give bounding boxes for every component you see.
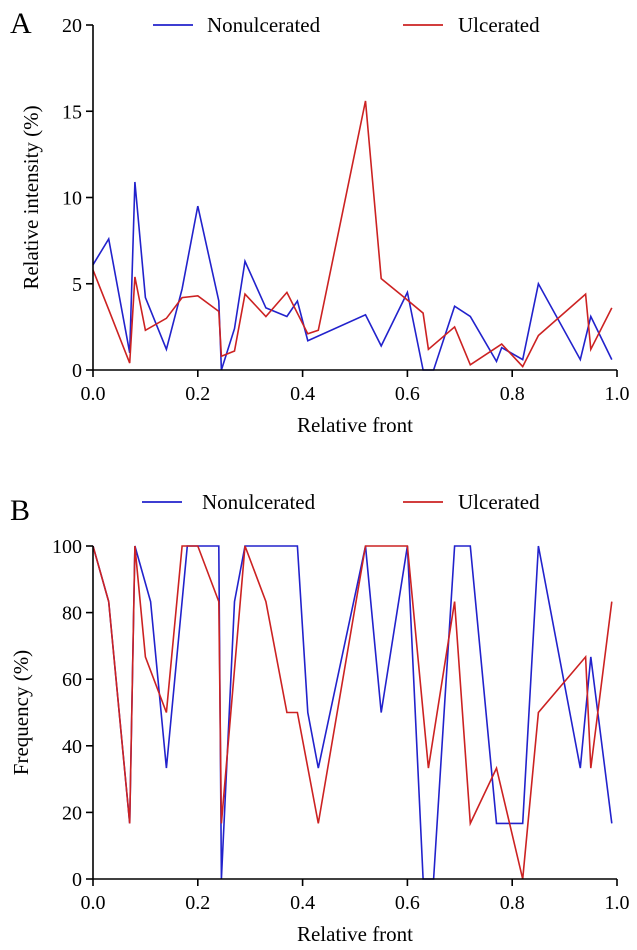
y-axis-label: Relative intensity (%)	[19, 105, 43, 289]
legend-label-ulcerated: Ulcerated	[458, 13, 540, 37]
x-tick-label: 0.8	[500, 892, 525, 914]
panel-b-chart: B 0.0 0.2 0.4 0.6 0.8 1.0 0 20 40 60 80 100 Relative …	[9, 490, 630, 946]
y-tick-label: 80	[62, 603, 82, 625]
y-tick-label: 60	[62, 669, 82, 691]
x-tick-label: 0.8	[500, 383, 525, 405]
x-tick-label: 1.0	[605, 383, 630, 405]
x-axis-label: Relative front	[297, 922, 413, 946]
panel-a-letter: A	[10, 7, 32, 40]
y-axis-label: Frequency (%)	[9, 650, 33, 775]
series-line-nonulcerated	[92, 181, 613, 371]
x-tick-label: 0.4	[290, 383, 315, 405]
x-tick-label: 0.6	[395, 383, 420, 405]
y-tick-label: 40	[62, 736, 82, 758]
y-tick-label: 100	[52, 536, 82, 558]
series-line-ulcerated	[92, 100, 613, 368]
x-tick-label: 0.6	[395, 892, 420, 914]
x-tick-label: 0.0	[81, 383, 106, 405]
y-tick-label: 20	[62, 15, 82, 37]
y-tick-label: 10	[62, 188, 82, 210]
x-tick-label: 0.4	[290, 892, 315, 914]
x-tick-label: 1.0	[605, 892, 630, 914]
y-tick-label: 20	[62, 802, 82, 824]
panel-b-letter: B	[10, 494, 30, 527]
panel-a-chart: A 0.0 0.2 0.4 0.6 0.8 1.0 0 5 10 15 20 Relative fron…	[10, 7, 630, 437]
series-line-ulcerated	[92, 545, 613, 880]
y-tick-label: 15	[62, 101, 82, 123]
x-tick-label: 0.0	[81, 892, 106, 914]
legend-label-nonulcerated: Nonulcerated	[207, 13, 321, 37]
y-tick-label: 5	[72, 274, 82, 296]
legend-label-ulcerated: Ulcerated	[458, 490, 540, 514]
x-axis-label: Relative front	[297, 413, 413, 437]
series-line-nonulcerated	[92, 545, 613, 880]
x-tick-label: 0.2	[185, 892, 210, 914]
y-tick-label: 0	[72, 360, 82, 382]
legend-label-nonulcerated: Nonulcerated	[202, 490, 316, 514]
x-tick-label: 0.2	[185, 383, 210, 405]
y-tick-label: 0	[72, 869, 82, 891]
